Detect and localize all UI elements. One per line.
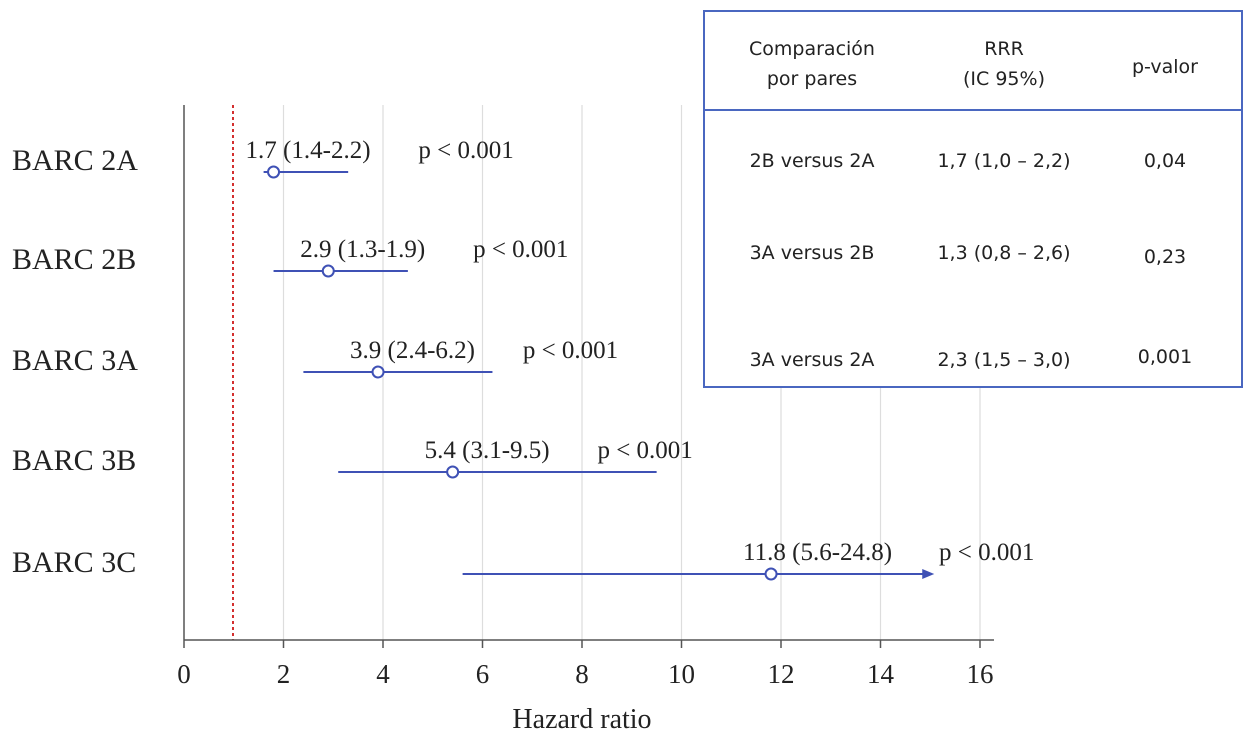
- x-tick-label-2: 2: [277, 659, 291, 689]
- hr-point: [267, 165, 281, 179]
- table-row-2-rrr: 1,3 (0,8 – 2,6): [937, 242, 1071, 264]
- x-tick-label-14: 14: [867, 659, 895, 689]
- hr-annotation: 1.7 (1.4-2.2): [246, 137, 371, 164]
- x-axis-title: Hazard ratio: [512, 704, 651, 735]
- x-tick-label-4: 4: [376, 659, 390, 689]
- table-header-rrr: RRR (IC 95%): [963, 38, 1045, 90]
- forest-rows: BARC 2A 1.7 (1.4-2.2) p < 0.001 BARC 2B 2.9 …: [12, 137, 1034, 581]
- p-value-label: p < 0.001: [473, 236, 568, 263]
- x-tick-label-16: 16: [967, 659, 994, 689]
- x-tick-label-12: 12: [768, 659, 795, 689]
- x-tick-label-8: 8: [575, 659, 589, 689]
- x-tick-label-0: 0: [177, 659, 191, 689]
- row-label: BARC 2A: [12, 144, 138, 177]
- x-tick-label-6: 6: [476, 659, 490, 689]
- table-row-2-comparison: 3A versus 2B: [749, 242, 875, 264]
- hr-point: [446, 465, 460, 479]
- row-label: BARC 3C: [12, 546, 136, 579]
- table-row-1-p: 0,04: [1143, 150, 1187, 172]
- ci-arrow-icon: [922, 569, 935, 579]
- table-row-1-rrr: 1,7 (1,0 – 2,2): [937, 150, 1071, 172]
- p-value-label: p < 0.001: [597, 437, 692, 464]
- row-label: BARC 2B: [12, 243, 136, 276]
- x-tick-label-10: 10: [668, 659, 695, 689]
- forest-row-5: BARC 3C 11.8 (5.6-24.8) p < 0.001: [12, 539, 1034, 581]
- row-label: BARC 3A: [12, 344, 138, 377]
- pairwise-comparison-table: Comparación por pares RRR (IC 95%) p-val…: [703, 10, 1243, 388]
- table-header-separator: [705, 109, 1241, 111]
- table-row-2-p: 0,23: [1143, 246, 1187, 268]
- hr-point: [321, 264, 335, 278]
- table-header-comparison: Comparación por pares: [749, 38, 875, 90]
- hr-point: [764, 567, 778, 581]
- p-value-label: p < 0.001: [418, 137, 513, 164]
- table-row-1-comparison: 2B versus 2A: [749, 150, 875, 172]
- table-header-p: p-valor: [1131, 56, 1198, 78]
- hr-annotation: 3.9 (2.4-6.2): [350, 337, 475, 364]
- forest-row-4: BARC 3B 5.4 (3.1-9.5) p < 0.001: [12, 437, 693, 479]
- table-row-3-comparison: 3A versus 2A: [749, 349, 875, 371]
- forest-row-3: BARC 3A 3.9 (2.4-6.2) p < 0.001: [12, 337, 618, 379]
- p-value-label: p < 0.001: [939, 539, 1034, 566]
- table-row-3-p: 0,001: [1137, 346, 1193, 368]
- hr-annotation: 11.8 (5.6-24.8): [743, 539, 892, 566]
- table-row-3-rrr: 2,3 (1,5 – 3,0): [937, 349, 1071, 371]
- hr-point: [371, 365, 385, 379]
- x-axis-ticks: 0 2 4 6 8 10 12 14 16: [177, 640, 994, 689]
- row-label: BARC 3B: [12, 444, 136, 477]
- hr-annotation: 5.4 (3.1-9.5): [425, 437, 550, 464]
- hr-annotation: 2.9 (1.3-1.9): [300, 236, 425, 263]
- forest-row-1: BARC 2A 1.7 (1.4-2.2) p < 0.001: [12, 137, 514, 179]
- forest-row-2: BARC 2B 2.9 (1.3-1.9) p < 0.001: [12, 236, 568, 278]
- p-value-label: p < 0.001: [523, 337, 618, 364]
